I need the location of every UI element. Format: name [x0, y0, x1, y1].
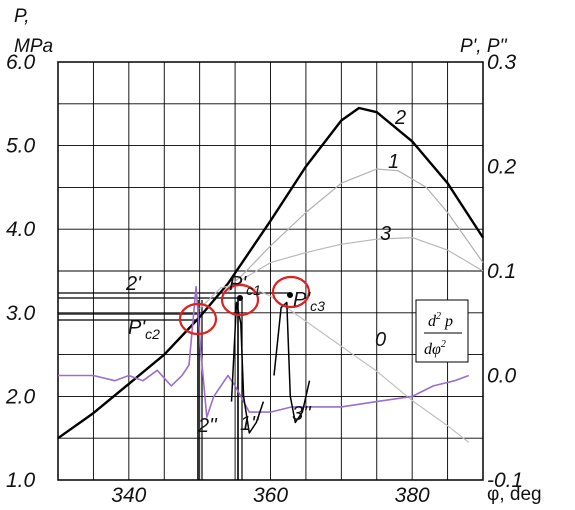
series-label-1: 1	[388, 151, 399, 173]
y-left-ticks: 1.0 2.0 3.0 4.0 5.0 6.0	[5, 51, 36, 492]
y-right-tick-label: 0.2	[487, 156, 517, 179]
annotation-pc3: P'c3	[293, 289, 325, 314]
pc1-dot	[237, 295, 243, 301]
annotation-pc1: P'c1	[229, 273, 261, 298]
series-4-line	[58, 285, 470, 419]
annotation-pc2: P'c2	[128, 317, 160, 342]
y-left-tick-label: 3.0	[6, 302, 36, 325]
grid	[58, 62, 483, 480]
y-right-tick-label: 0.3	[487, 51, 517, 74]
annotation-2prime: 2'	[125, 273, 142, 295]
pc2-ring	[178, 302, 218, 336]
annotation-1dprime: 1''	[240, 413, 260, 435]
svg-text:d2 p: d2 p	[428, 311, 453, 330]
pc1-ring	[220, 283, 260, 317]
x-tick-label: 340	[111, 484, 146, 507]
y-right-label: P', P''	[460, 36, 508, 57]
pc3-ring	[271, 275, 311, 309]
inset-box	[415, 299, 469, 363]
y-left-tick-label: 1.0	[6, 469, 36, 492]
y-left-label-line2: MPa	[14, 36, 53, 57]
annotation-2dprime: 2''	[197, 415, 218, 437]
pc3-dot	[287, 292, 293, 298]
svg-text:P'c1: P'c1	[229, 273, 261, 298]
series-5-line	[230, 301, 265, 434]
inset-formula: d2 p dφ2	[415, 299, 469, 363]
y-right-tick-label: 0.1	[487, 260, 516, 283]
series-label-0: 0	[375, 329, 386, 351]
y-left-tick-label: 4.0	[6, 218, 36, 241]
x-tick-label: 360	[253, 484, 288, 507]
y-left-tick-label: 5.0	[6, 135, 36, 158]
critical-points	[178, 275, 311, 336]
x-ticks: 340 360 380	[111, 484, 430, 507]
series-label-2: 2	[394, 107, 406, 129]
svg-text:P'c2: P'c2	[128, 317, 160, 342]
reference-lines	[58, 292, 290, 480]
y-right-ticks: -0.1 0.0 0.1 0.2 0.3	[487, 51, 523, 492]
series-1-line	[227, 168, 484, 289]
x-tick-label: 380	[395, 484, 430, 507]
series-0-line	[57, 106, 485, 440]
series-2-line	[227, 237, 484, 293]
annotation-3dprime: 3''	[292, 403, 312, 425]
series-6-line	[273, 301, 311, 424]
y-right-tick-label: -0.1	[487, 469, 523, 492]
svg-text:dφ2: dφ2	[424, 339, 446, 358]
x-label: φ, deg	[487, 484, 542, 505]
y-right-tick-label: 0.0	[487, 365, 517, 388]
series-label-3: 3	[380, 223, 391, 245]
y-left-tick-label: 6.0	[6, 51, 36, 74]
y-left-tick-label: 2.0	[5, 385, 36, 408]
y-left-label-line1: P,	[14, 6, 30, 27]
svg-text:P'c3: P'c3	[293, 289, 325, 314]
